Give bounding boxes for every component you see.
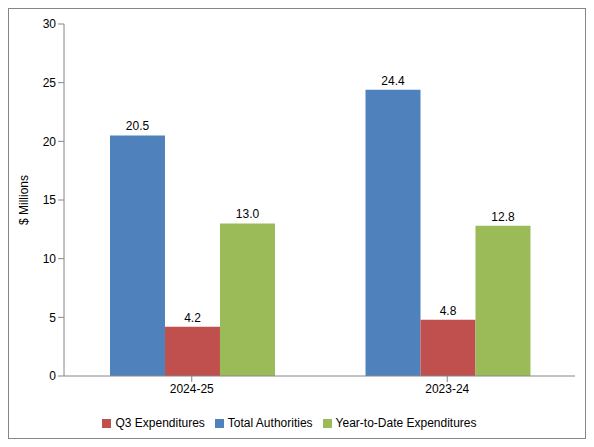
html-text:Year-to-Date Expenditures: Year-to-Date Expenditures <box>335 416 477 430</box>
html-text:Total Authorities: Total Authorities <box>227 416 313 430</box>
svg-text:5: 5 <box>49 311 56 325</box>
svg-text:13.0: 13.0 <box>236 207 260 221</box>
svg-text:4.2: 4.2 <box>184 311 201 325</box>
html-text:Q3 Expenditures: Q3 Expenditures <box>115 416 205 430</box>
svg-text:$ Millions: $ Millions <box>17 175 31 225</box>
svg-text:15: 15 <box>43 193 57 207</box>
svg-text:4.8: 4.8 <box>440 304 457 318</box>
svg-text:24.4: 24.4 <box>381 74 405 88</box>
svg-text:25: 25 <box>43 76 57 90</box>
svg-text:0: 0 <box>49 369 56 383</box>
svg-text:2023-24: 2023-24 <box>425 382 469 396</box>
svg-text:20: 20 <box>43 135 57 149</box>
svg-text:2024-25: 2024-25 <box>170 382 214 396</box>
svg-text:20.5: 20.5 <box>126 119 150 133</box>
svg-text:10: 10 <box>43 252 57 266</box>
svg-text:12.8: 12.8 <box>491 210 515 224</box>
svg-text:30: 30 <box>43 17 57 31</box>
